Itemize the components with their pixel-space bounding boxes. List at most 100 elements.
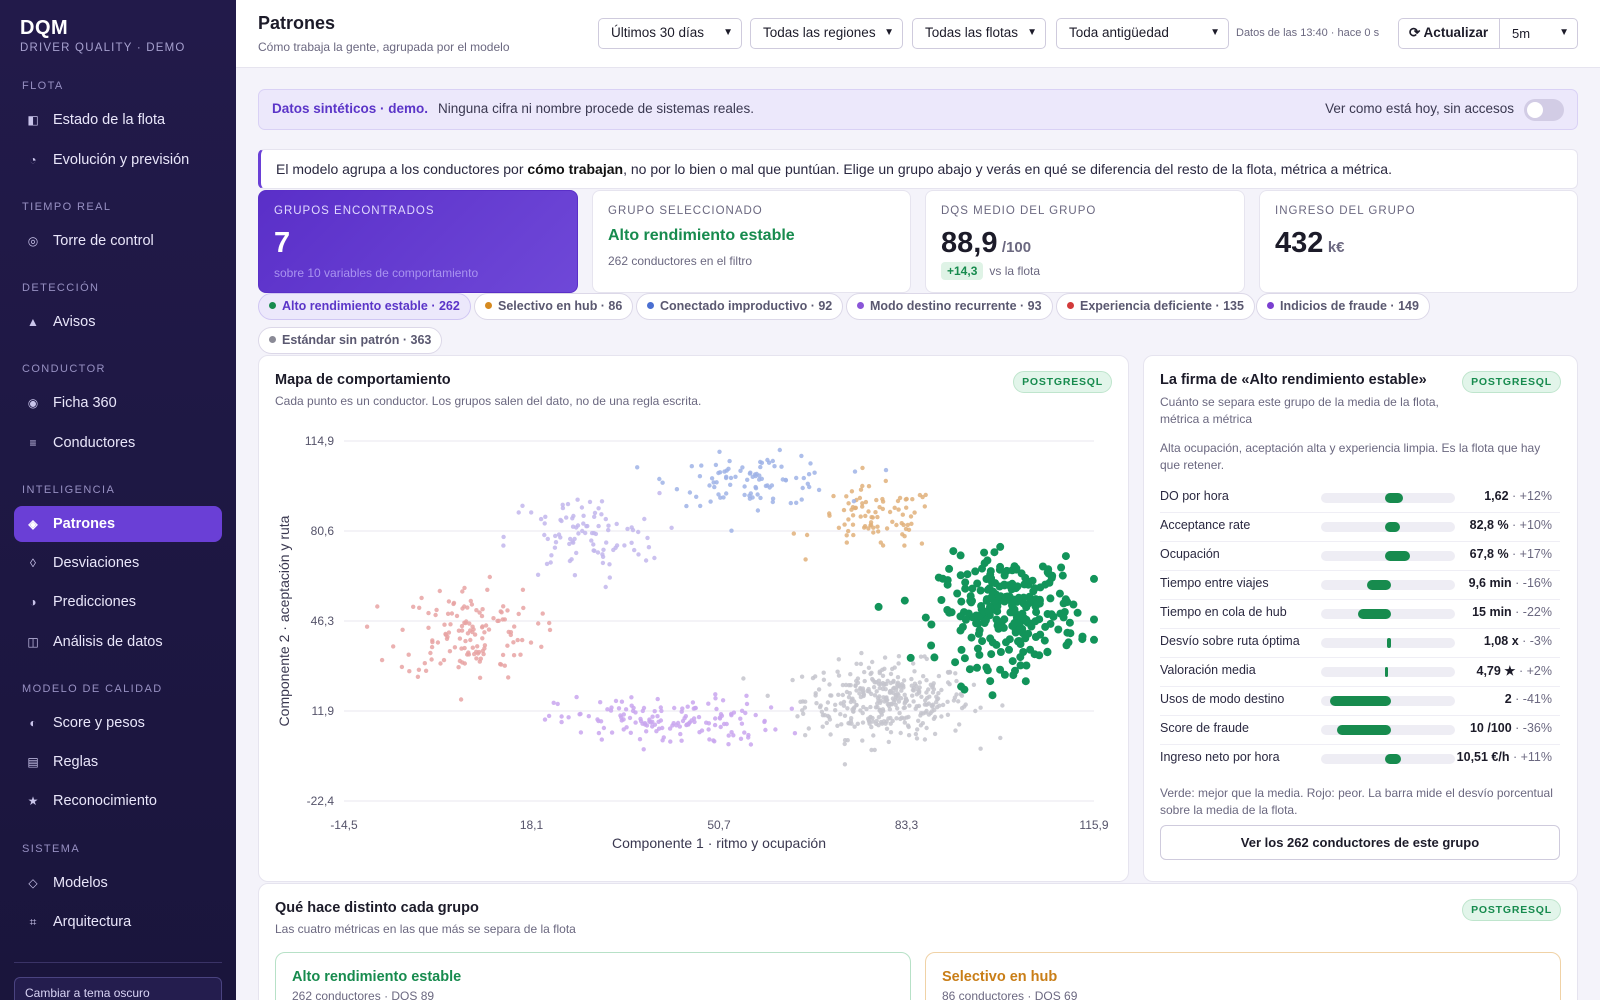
seniority-select[interactable]: Toda antigüedad ▼ [1056,18,1229,49]
scatter-point [927,620,936,629]
group-chip-experiencia-deficiente[interactable]: Experiencia deficiente · 135 [1056,293,1255,320]
sidebar-item-avisos[interactable]: ▲ Avisos [14,304,222,340]
scatter-point [591,542,596,547]
scatter-point [616,706,622,711]
scatter-point [459,646,464,651]
period-select[interactable]: Últimos 30 días ▼ [598,18,742,49]
metric-divider [1160,541,1560,542]
scatter-point [747,471,753,476]
scatter-point [724,474,729,479]
scatter-point [574,694,579,700]
sidebar-item-score-pesos[interactable]: ◐ Score y pesos [14,705,222,741]
metric-deviation-fill [1385,551,1411,561]
no-access-toggle[interactable] [1524,99,1564,121]
sidebar-item-patrones[interactable]: ◈ Patrones [14,506,222,542]
fleet-select[interactable]: Todas las flotas ▼ [912,18,1046,49]
scatter-point [921,613,930,622]
scatter-point [883,467,889,473]
sidebar-item-torre-control[interactable]: ◎ Torre de control [14,223,222,259]
scatter-point [1024,629,1033,638]
metric-row: Ocupación 67,8 % · +17% [1160,541,1560,570]
scatter-point [744,701,750,707]
group-diff-card-selectivo-hub[interactable]: Selectivo en hub 86 conductores · DQS 69 [925,952,1561,1000]
scatter-point [545,536,550,542]
theme-toggle-button[interactable]: Cambiar a tema oscuro [14,977,222,1000]
sidebar-item-reglas[interactable]: ▤ Reglas [14,744,222,780]
sidebar-item-label: Reconocimiento [53,793,157,809]
sidebar-item-ficha-360[interactable]: ◉ Ficha 360 [14,385,222,421]
sidebar-item-predicciones[interactable]: ◑ Predicciones [14,584,222,620]
scatter-point [839,722,844,727]
refresh-interval-select[interactable]: 5m ▼ [1499,18,1578,49]
scatter-point [456,628,462,633]
scatter-point [841,703,847,708]
scatter-point [456,665,461,670]
scatter-point [593,531,599,537]
scatter-point [936,691,941,696]
refresh-button[interactable]: ⟳ Actualizar [1398,18,1499,49]
scatter-point [801,711,806,716]
kpi-selected-group: GRUPO SELECCIONADO Alto rendimiento esta… [592,190,911,293]
sidebar-item-desviaciones[interactable]: ◊ Desviaciones [14,545,222,581]
scatter-point [900,512,905,517]
scatter-point [716,492,721,497]
scatter-point [876,715,882,720]
scatter-point [986,677,995,686]
sidebar-item-estado-flota[interactable]: ◧ Estado de la flota [14,102,222,138]
scatter-point [821,677,827,682]
metric-deviation-bar [1321,493,1455,503]
scatter-point [551,700,556,705]
sidebar-item-evolucion[interactable]: ◔ Evolución y previsión [14,142,222,178]
metric-divider [1160,599,1560,600]
scatter-point [479,613,485,619]
group-chip-conectado-improductivo[interactable]: Conectado improductivo · 92 [636,293,844,320]
scatter-point [912,510,917,515]
scatter-point [824,720,829,726]
scatter-point [1019,648,1028,656]
scatter-point [505,608,510,613]
view-group-drivers-button[interactable]: Ver los 262 conductores de este grupo [1160,825,1560,860]
scatter-point [696,714,702,720]
scatter-point [464,619,469,624]
group-chip-modo-destino[interactable]: Modo destino recurrente · 93 [846,293,1053,320]
scatter-point [843,682,849,688]
scatter-point [996,542,1005,551]
scatter-point [858,708,863,713]
scatter-point [903,497,908,502]
group-chip-selectivo-hub[interactable]: Selectivo en hub · 86 [474,293,634,320]
group-chip-estandar[interactable]: Estándar sin patrón · 363 [258,327,443,354]
sidebar-item-label: Avisos [53,314,96,330]
scatter-point [913,731,919,737]
sidebar-item-modelos[interactable]: ◇ Modelos [14,865,222,901]
scatter-point [875,704,880,710]
sidebar-item-reconocimiento[interactable]: ★ Reconocimiento [14,783,222,819]
metric-pct: · +17% [1508,547,1552,561]
scatter-point [1090,635,1098,644]
scatter-point [505,643,510,648]
metric-deviation-fill [1385,754,1402,764]
sidebar-item-conductores[interactable]: ≡ Conductores [14,425,222,461]
metric-value-text: 4,79 ★ [1476,664,1516,678]
scatter-point [852,724,857,729]
region-select[interactable]: Todas las regiones ▼ [750,18,903,49]
scatter-point [645,535,650,541]
kpi-unit: k€ [1327,239,1345,256]
scatter-point [650,719,655,724]
scatter-point [911,699,916,704]
sidebar-item-analisis-datos[interactable]: ◫ Análisis de datos [14,624,222,660]
sidebar-item-arquitectura[interactable]: ⌗ Arquitectura [14,904,222,940]
scatter-point [625,526,630,532]
scatter-point [417,605,422,610]
metric-value: 9,6 min · -16% [1469,576,1552,590]
scatter-point [959,693,965,698]
group-diff-card-alto-rendimiento[interactable]: Alto rendimiento estable 262 conductores… [275,952,911,1000]
scatter-point [877,670,882,676]
scatter-point [636,529,641,535]
scatter-point [845,706,850,711]
data-analysis-icon: ◫ [27,635,39,649]
group-chip-indicios-fraude[interactable]: Indicios de fraude · 149 [1256,293,1430,320]
scatter-point [652,555,657,561]
group-chip-alto-rendimiento[interactable]: Alto rendimiento estable · 262 [258,293,471,320]
section-sistema: SISTEMA [22,843,81,855]
scatter-point [801,475,806,481]
